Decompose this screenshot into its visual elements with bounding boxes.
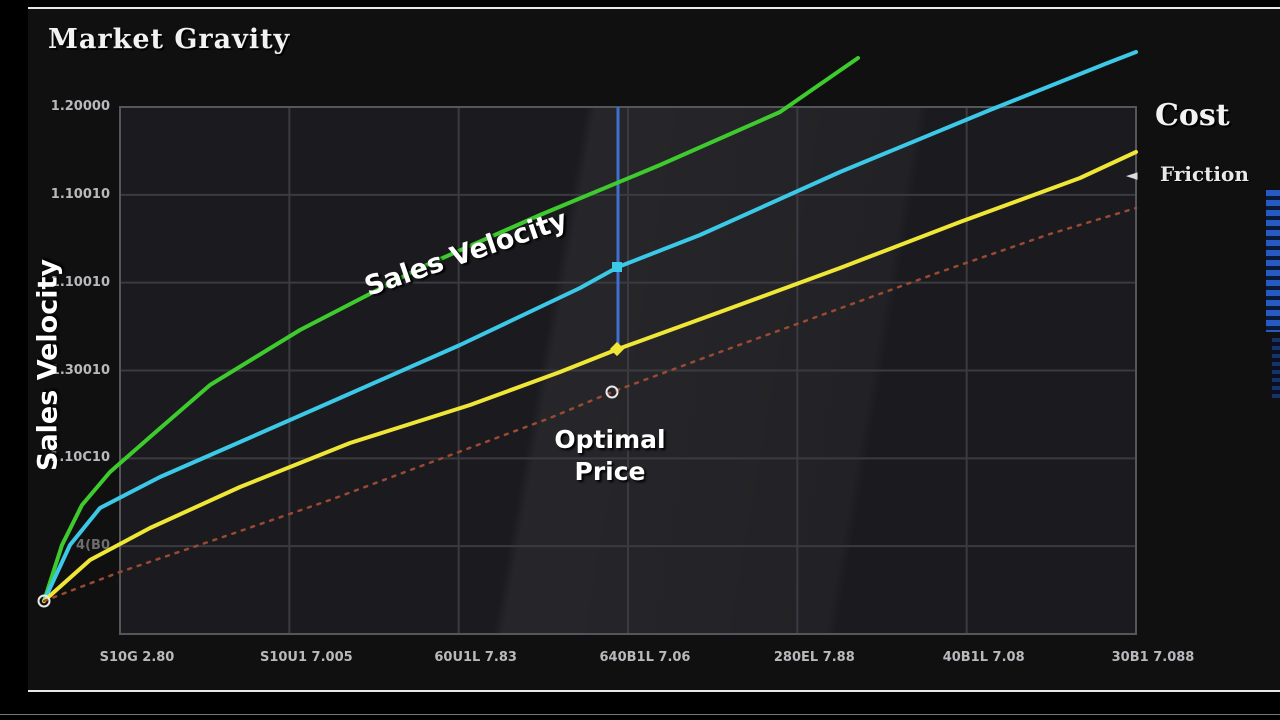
bottom-frame-line	[28, 690, 1280, 692]
top-frame-line	[28, 7, 1280, 9]
series-line-sales-velocity-high-demand-	[42, 56, 860, 603]
y-tick-label: 1.10010	[50, 186, 110, 202]
optimal-price-line1: Optimal	[554, 425, 666, 454]
marker-square	[612, 262, 622, 272]
x-tick-label: S10U1 7.005	[259, 650, 353, 665]
y-tick-label: 4(B0	[76, 538, 110, 554]
x-tick-label: S10G 2.80	[99, 650, 175, 665]
y-axis-label: Sales Velocity	[32, 258, 64, 472]
glitch-artifact	[1266, 190, 1280, 332]
series-line-cost	[42, 206, 1138, 603]
x-tick-label: 40B1L 7.08	[942, 650, 1025, 665]
bottom-frame-line-2	[0, 714, 1280, 715]
y-tick-label: 1.10010	[50, 274, 110, 290]
marker-circle-open	[37, 594, 51, 608]
cursor-arrow-icon: ◄	[1126, 166, 1138, 184]
optimal-price-line2: Price	[574, 457, 646, 486]
chart-title: Market Gravity	[48, 24, 291, 55]
x-tick-label: 60U1L 7.83	[434, 650, 517, 665]
series-line-sales-velocity-low-demand-	[42, 150, 1138, 603]
marker-circle-open	[605, 385, 619, 399]
marker-diamond	[609, 341, 625, 357]
axis-box	[119, 106, 1137, 635]
x-tick-label: 280EL 7.88	[773, 650, 855, 665]
friction-label: Friction	[1160, 162, 1249, 186]
x-tick-label: 640B1L 7.06	[599, 650, 691, 665]
y-tick-label: 1.30010	[50, 362, 110, 378]
x-tick-label: 30B1 7.088	[1111, 650, 1195, 665]
series-line-sales-velocity-mid-demand-	[42, 50, 1138, 603]
cost-label: Cost	[1155, 98, 1230, 133]
y-tick-label: 1.20000	[50, 99, 110, 114]
glitch-artifact-2	[1272, 338, 1280, 398]
y-tick-label: 1.10C10	[50, 450, 110, 466]
optimal-price-annotation: Optimal Price	[520, 424, 700, 488]
